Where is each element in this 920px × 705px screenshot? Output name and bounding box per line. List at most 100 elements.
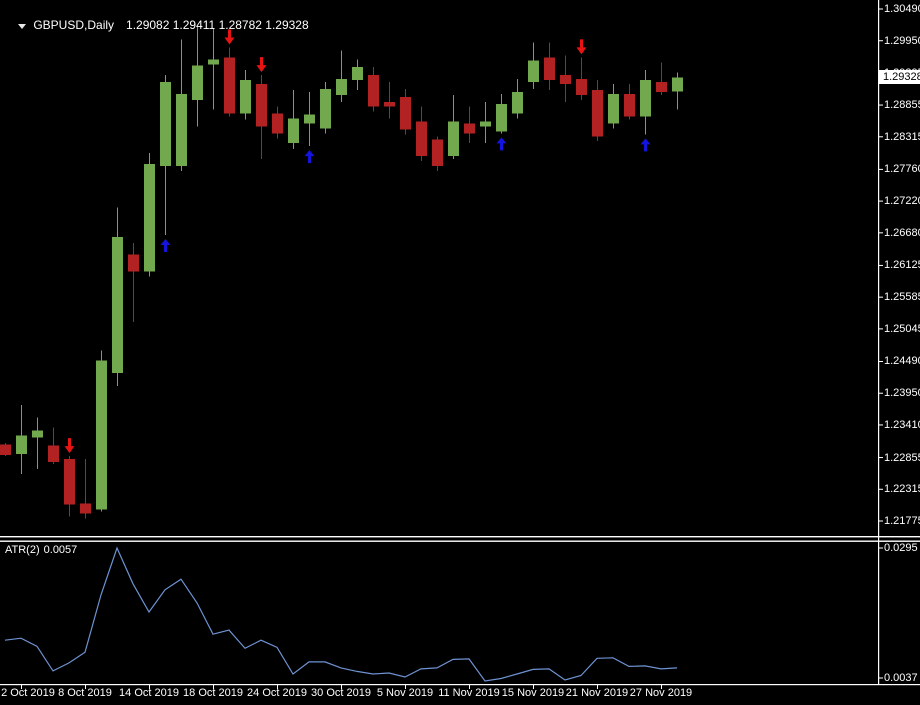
price-tick-label: 1.27760 (884, 163, 920, 176)
candle-body (240, 80, 251, 114)
candle-body (672, 77, 683, 92)
price-tick-mark (878, 168, 883, 170)
price-tick-label: 1.21775 (884, 515, 920, 527)
candle-body (16, 435, 27, 455)
atr-tick-label: 0.0037 (884, 672, 918, 684)
date-tick-mark (533, 684, 534, 689)
sell-signal-arrow-down-icon (576, 39, 587, 55)
date-tick-label: 30 Oct 2019 (311, 687, 371, 699)
price-tick-label: 1.28315 (884, 130, 920, 143)
candle-body (256, 84, 267, 127)
date-tick-mark (213, 684, 214, 689)
atr-tick-mark (878, 677, 883, 679)
candle-body (464, 123, 475, 134)
date-tick-mark (85, 684, 86, 689)
candle-body (368, 75, 379, 107)
time-axis-line (0, 684, 920, 686)
atr-tick-mark (878, 547, 883, 549)
date-tick-label: 14 Oct 2019 (119, 687, 179, 699)
candle-body (224, 57, 235, 114)
date-tick-mark (341, 684, 342, 689)
price-tick-label: 1.28855 (884, 99, 920, 112)
atr-indicator-line (4, 546, 678, 682)
buy-signal-arrow-up-icon (160, 239, 171, 253)
candle-body (656, 82, 667, 92)
price-tick-mark (878, 8, 883, 10)
candle-body (384, 101, 395, 107)
candle-body (304, 114, 315, 124)
candle-body (560, 75, 571, 85)
candle-body (144, 163, 155, 272)
symbol-dropdown-icon[interactable] (18, 24, 27, 29)
sell-signal-arrow-down-icon (224, 29, 235, 45)
candle-body (400, 96, 411, 130)
date-tick-label: 11 Nov 2019 (438, 687, 500, 699)
date-tick-mark (661, 684, 662, 689)
price-tick-mark (878, 296, 883, 298)
date-tick-mark (149, 684, 150, 689)
indicator-current-value: 0.0057 (43, 544, 78, 556)
candle-body (32, 430, 43, 438)
price-tick-label: 1.24490 (884, 355, 920, 368)
current-price-label: 1.29328 (879, 70, 920, 85)
price-tick-mark (878, 360, 883, 362)
buy-signal-arrow-up-icon (640, 138, 651, 152)
candle-body (272, 113, 283, 134)
symbol-period-label: GBPUSD,Daily (33, 18, 115, 32)
indicator-name: ATR(2) (5, 544, 40, 556)
indicator-label: ATR(2) 0.0057 (5, 544, 81, 556)
price-tick-label: 1.29950 (884, 34, 920, 47)
candle-body (352, 67, 363, 81)
price-tick-mark (878, 457, 883, 459)
panel-separator (0, 540, 920, 542)
price-axis-line (878, 0, 880, 684)
candle-body (336, 79, 347, 95)
candle-body (80, 503, 91, 514)
price-tick-mark (878, 40, 883, 42)
title-ohlc-values: 1.29082 1.29411 1.28782 1.29328 (126, 18, 309, 32)
date-tick-label: 27 Nov 2019 (629, 687, 693, 699)
price-tick-mark (878, 232, 883, 234)
candle-body (624, 93, 635, 117)
candle-body (576, 79, 587, 95)
candle-body (432, 139, 443, 166)
price-tick-label: 1.25585 (884, 291, 920, 304)
candle-body (528, 60, 539, 83)
buy-signal-arrow-up-icon (304, 150, 315, 164)
candle-body (512, 91, 523, 114)
date-tick-label: 21 Nov 2019 (565, 687, 629, 699)
candle-body (208, 59, 219, 65)
candle-body (192, 65, 203, 100)
candle-body (160, 82, 171, 166)
date-tick-mark (469, 684, 470, 689)
candle-body (640, 80, 651, 117)
date-tick-mark (405, 684, 406, 689)
candle-body (480, 121, 491, 127)
candle-body (288, 118, 299, 144)
candle-body (416, 121, 427, 157)
price-tick-mark (878, 264, 883, 266)
sell-signal-arrow-down-icon (256, 57, 267, 73)
price-tick-mark (878, 136, 883, 138)
candle-body (112, 237, 123, 374)
price-tick-label: 1.26680 (884, 226, 920, 239)
date-tick-label: 15 Nov 2019 (501, 687, 565, 699)
candle-body (96, 360, 107, 510)
price-tick-label: 1.23950 (884, 387, 920, 400)
price-tick-mark (878, 424, 883, 426)
date-tick-mark (277, 684, 278, 689)
date-tick-label: 24 Oct 2019 (247, 687, 307, 699)
price-tick-label: 1.23410 (884, 418, 920, 431)
atr-tick-label: 0.0295 (884, 542, 918, 554)
price-tick-mark (878, 488, 883, 490)
candle-body (176, 93, 187, 166)
date-tick-mark (21, 684, 22, 689)
price-tick-label: 1.26125 (884, 259, 920, 272)
candle-body (448, 121, 459, 157)
date-tick-label: 8 Oct 2019 (58, 687, 112, 699)
price-tick-label: 1.27220 (884, 195, 920, 208)
price-tick-label: 1.22315 (884, 483, 920, 496)
price-tick-mark (878, 200, 883, 202)
